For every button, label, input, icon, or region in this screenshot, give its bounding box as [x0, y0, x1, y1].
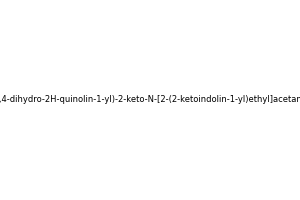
- Text: 2-(3,4-dihydro-2H-quinolin-1-yl)-2-keto-N-[2-(2-ketoindolin-1-yl)ethyl]acetamide: 2-(3,4-dihydro-2H-quinolin-1-yl)-2-keto-…: [0, 96, 300, 104]
